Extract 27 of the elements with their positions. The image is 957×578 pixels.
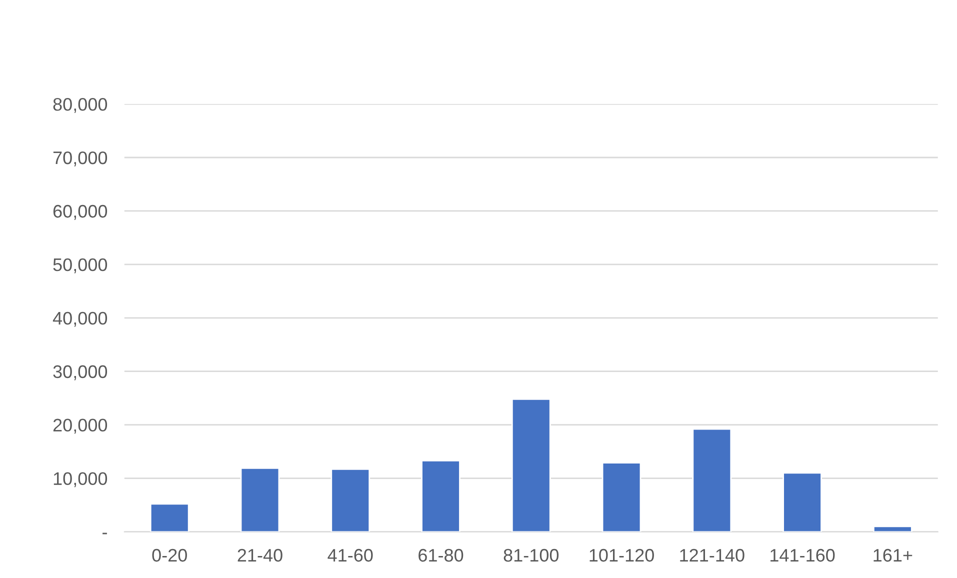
x-tick-label: 61-80 bbox=[418, 548, 464, 562]
bar bbox=[692, 428, 732, 532]
y-tick-label: 10,000 bbox=[54, 472, 108, 488]
x-tick-label: 0-20 bbox=[152, 548, 187, 562]
x-tick-label: 161+ bbox=[874, 548, 912, 562]
y-tick-label: 20,000 bbox=[53, 418, 108, 434]
bar bbox=[511, 398, 551, 532]
bar bbox=[872, 526, 912, 532]
bar bbox=[782, 472, 822, 532]
x-tick-label: 21-40 bbox=[238, 548, 282, 562]
y-tick-label: 70,000 bbox=[53, 151, 108, 166]
x-tick-label: 101-120 bbox=[590, 548, 654, 562]
bar bbox=[602, 462, 642, 532]
x-tick-label: 121-140 bbox=[680, 548, 744, 562]
y-tick-label: 40,000 bbox=[52, 312, 108, 327]
y-tick-label: 50,000 bbox=[53, 258, 108, 274]
x-tick-label: 141-160 bbox=[770, 548, 835, 562]
bar bbox=[330, 468, 370, 532]
bar bbox=[421, 460, 460, 532]
x-tick-label: 41-60 bbox=[328, 548, 373, 562]
y-tick-label: 60,000 bbox=[53, 204, 108, 220]
y-tick-label: 30,000 bbox=[53, 365, 108, 380]
bar bbox=[240, 467, 280, 532]
bar bbox=[150, 503, 190, 532]
x-tick-label: 81-100 bbox=[504, 548, 559, 562]
y-tick-label: - bbox=[102, 532, 107, 534]
y-tick-label: 80,000 bbox=[53, 98, 108, 113]
